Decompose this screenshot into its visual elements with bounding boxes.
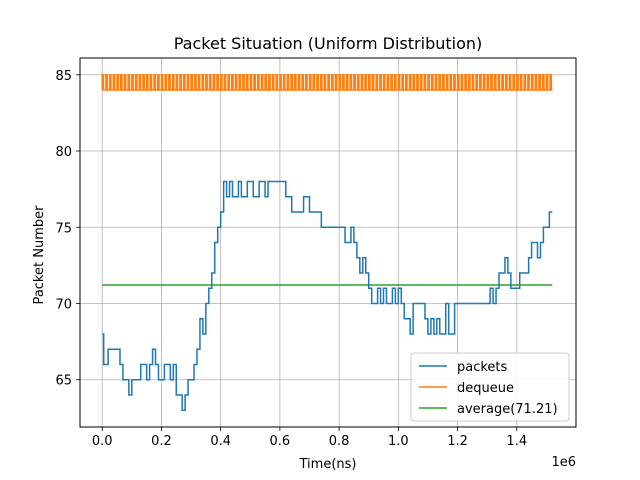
y-tick-label: 70 [55,297,72,312]
x-tick-label: 0.0 [92,434,113,449]
series-packets-line [102,180,553,411]
y-tick-label: 65 [55,374,72,389]
legend: packets dequeue average(71.21) [410,352,570,422]
plot-frame [79,57,577,428]
x-axis-offset-label: 1e6 [551,455,576,470]
legend-label: average(71.21) [457,402,558,417]
y-tick-label: 85 [55,69,72,84]
x-tick-label: 0.6 [270,434,291,449]
series-layer [101,74,553,411]
x-tick-label: 0.2 [151,434,172,449]
series-dequeue-line [101,74,553,91]
y-tick-label: 80 [55,145,72,160]
legend-label: packets [457,360,508,375]
y-tick-label: 75 [55,221,72,236]
y-axis-title: Packet Number [32,205,47,305]
x-tick-label: 1.0 [388,434,409,449]
chart-title: Packet Situation (Uniform Distribution) [174,34,483,53]
axis-ticks: 0.0 0.2 0.4 0.6 0.8 1.0 1.2 1.4 65 70 75 80 85 [55,69,527,449]
x-tick-label: 1.2 [447,434,468,449]
x-axis-title: Time(ns) [299,457,357,472]
legend-box [410,352,570,422]
x-tick-label: 1.4 [506,434,527,449]
x-tick-label: 0.8 [329,434,350,449]
legend-label: dequeue [457,381,514,396]
x-tick-label: 0.4 [210,434,231,449]
